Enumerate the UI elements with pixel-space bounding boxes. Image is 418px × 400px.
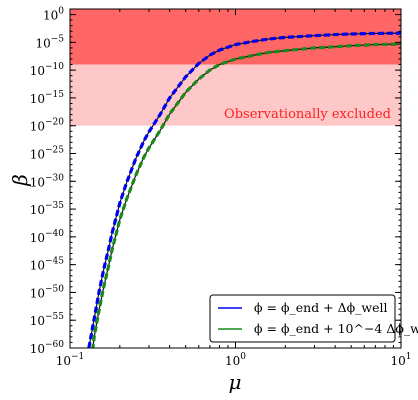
tick-label-layer: 10−1 100 101 100 10−5 10−10 10−15 10−20 10−25 10−…: [30, 7, 412, 368]
y-tick-label: 10−60: [30, 340, 65, 356]
y-tick-label: 10−50: [30, 284, 65, 300]
y-tick-label: 10−35: [30, 201, 65, 217]
y-tick-label: 10−45: [30, 257, 65, 273]
y-tick-label: 10−55: [30, 312, 65, 328]
legend-box: [209, 294, 396, 343]
legend-label-series-1: ϕ = ϕ_end + Δϕ_well: [254, 300, 387, 315]
x-tick-label: 100: [225, 352, 246, 368]
y-tick-label: 10−20: [30, 118, 65, 134]
y-tick-label: 10−5: [35, 34, 64, 50]
x-tick-label: 101: [390, 352, 411, 368]
region-layer: [70, 9, 401, 126]
excluded-region-label: Observationally excluded: [224, 107, 391, 122]
y-tick-label: 10−15: [30, 90, 65, 106]
tick-layer: [69, 8, 402, 349]
legend-label-series-2: ϕ = ϕ_end + 10^−4 Δϕ_well: [254, 321, 418, 336]
y-tick-label: 10−40: [30, 229, 65, 245]
legend: ϕ = ϕ_end + Δϕ_well ϕ = ϕ_end + 10^−4 Δϕ…: [209, 294, 418, 343]
series-layer: [87, 31, 401, 348]
excluded-region-2: [70, 64, 401, 126]
y-tick-label: 10−10: [30, 62, 65, 78]
series-dashes-1: [87, 31, 401, 348]
x-axis-title: μ: [229, 370, 242, 394]
x-tick-label: 10−1: [56, 352, 85, 368]
excluded-region-1: [70, 9, 401, 65]
y-axis-title: β: [8, 174, 32, 187]
y-tick-label: 100: [43, 7, 64, 23]
y-tick-label: 10−25: [30, 145, 65, 161]
series-dashes-2: [91, 42, 401, 348]
y-tick-label: 10−30: [30, 173, 65, 189]
